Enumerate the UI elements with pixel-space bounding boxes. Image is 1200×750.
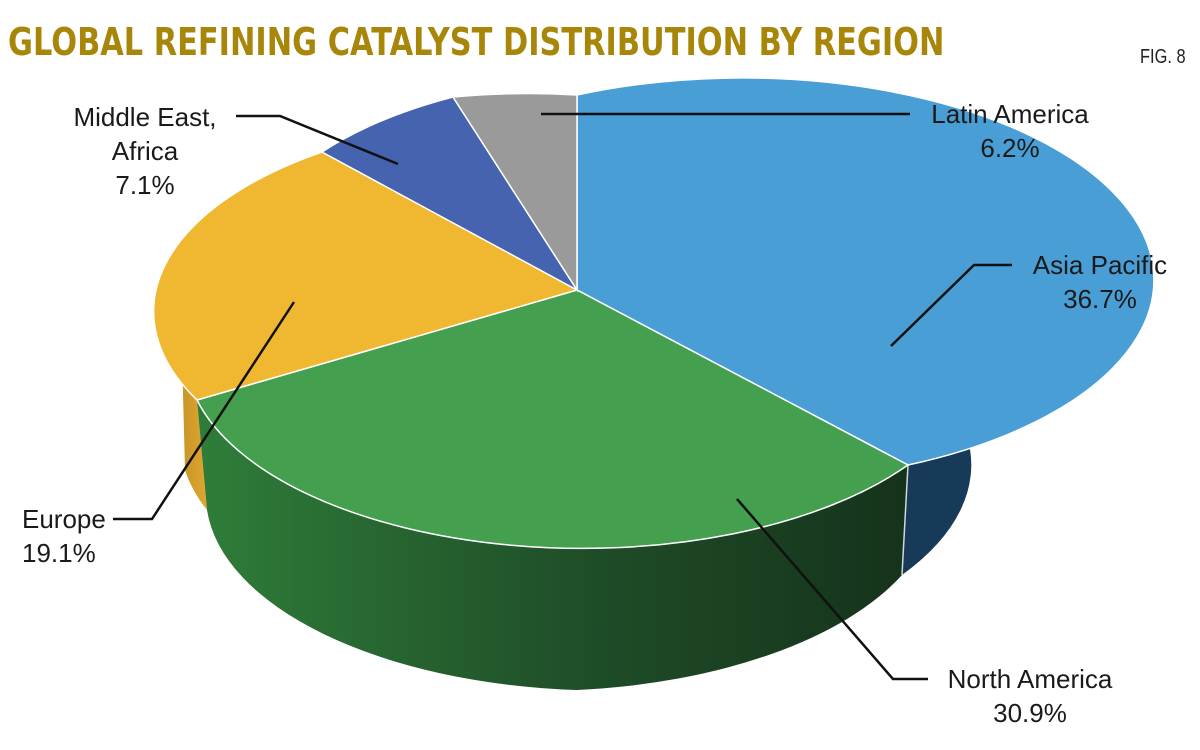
slice-latin-america: [451, 92, 578, 293]
label-europe-name: Europe: [22, 504, 106, 534]
label-latin-america: Latin America 6.2%: [920, 97, 1100, 165]
figure-label: FIG. 8: [1140, 46, 1186, 68]
slice-europe-side: [182, 355, 207, 510]
label-asia-pacific-value: 36.7%: [1063, 284, 1137, 314]
pie-top-face: [152, 77, 1155, 550]
label-europe: Europe 19.1%: [22, 502, 122, 570]
slice-europe: [152, 151, 579, 401]
slice-asia-pacific: [576, 77, 1155, 466]
label-middle-east-africa: Middle East, Africa 7.1%: [60, 100, 230, 202]
chart-title: GLOBAL REFINING CATALYST DISTRIBUTION BY…: [8, 20, 945, 64]
leader-europe: [113, 301, 296, 521]
label-middle-east-africa-value: 7.1%: [115, 170, 175, 200]
leader-asia-pacific: [890, 263, 1012, 347]
label-north-america-value: 30.9%: [993, 698, 1067, 728]
label-latin-america-value: 6.2%: [980, 133, 1040, 163]
label-middle-east-africa-name-2: Africa: [111, 136, 179, 166]
label-europe-value: 19.1%: [22, 538, 96, 568]
leader-middle-east-africa: [236, 114, 399, 166]
leader-north-america: [736, 498, 928, 681]
label-north-america: North America 30.9%: [935, 662, 1125, 730]
slice-north-america: [195, 289, 910, 550]
label-latin-america-name: Latin America: [931, 99, 1089, 129]
label-middle-east-africa-name-1: Middle East,: [73, 102, 217, 132]
leader-lines: [113, 112, 1012, 681]
label-asia-pacific-name: Asia Pacific: [1032, 250, 1168, 280]
label-asia-pacific: Asia Pacific 36.7%: [1020, 248, 1180, 316]
label-north-america-name: North America: [947, 664, 1113, 694]
slice-north-america-side: [197, 400, 908, 690]
slice-middle-east-africa: [320, 96, 578, 291]
